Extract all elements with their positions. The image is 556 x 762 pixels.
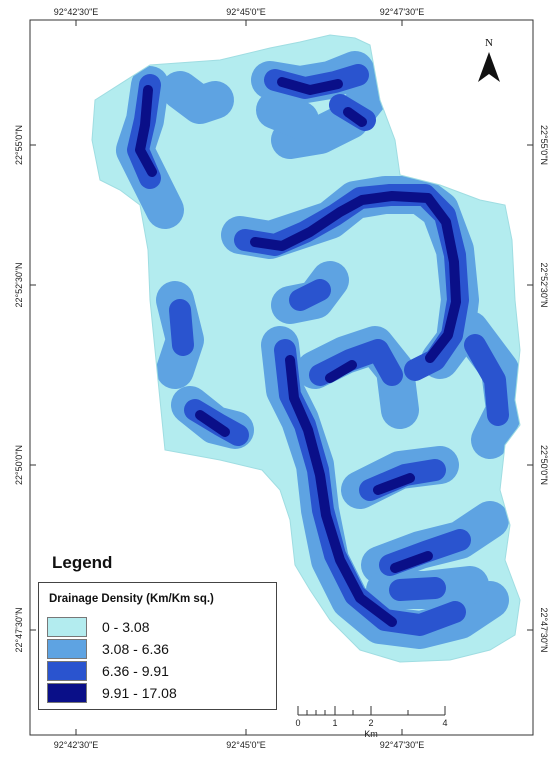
- scale-tick-0: 0: [295, 718, 300, 728]
- coord-bottom-2: 92°45'0"E: [226, 740, 266, 750]
- coord-bottom-1: 92°42'30"E: [54, 740, 99, 750]
- coord-top-1: 92°42'30"E: [54, 7, 99, 17]
- legend-label: 9.91 - 17.08: [102, 685, 177, 701]
- coord-bottom-3: 92°47'30"E: [380, 740, 425, 750]
- scale-tick-1: 1: [332, 718, 337, 728]
- legend-item: 6.36 - 9.91: [47, 661, 272, 683]
- coord-left-2: 22°52'30"N: [14, 262, 24, 307]
- coord-right-4: 22°47'30"N: [539, 607, 549, 652]
- density-class-4: [135, 77, 461, 627]
- legend-label: 3.08 - 6.36: [102, 641, 169, 657]
- legend-item: 9.91 - 17.08: [47, 683, 272, 705]
- legend-swatch: [47, 639, 87, 659]
- coord-right-2: 22°52'30"N: [539, 262, 549, 307]
- coord-left-3: 22°50'0"N: [14, 445, 24, 485]
- scale-bar: 0 1 2 4 Km: [295, 706, 448, 739]
- legend-item: 0 - 3.08: [47, 617, 272, 639]
- coord-right-1: 22°55'0"N: [539, 125, 549, 165]
- coord-left-4: 22°47'30"N: [14, 607, 24, 652]
- legend-swatch: [47, 683, 87, 703]
- scale-tick-4: 4: [442, 718, 447, 728]
- legend-label: 0 - 3.08: [102, 619, 150, 635]
- legend-heading: Drainage Density (Km/Km sq.): [49, 593, 214, 605]
- legend-item: 3.08 - 6.36: [47, 639, 272, 661]
- legend-label: 6.36 - 9.91: [102, 663, 169, 679]
- north-label: N: [485, 37, 493, 49]
- scale-tick-2: 2: [368, 718, 373, 728]
- coord-top-3: 92°47'30"E: [380, 7, 425, 17]
- coord-left-1: 22°55'0"N: [14, 125, 24, 165]
- legend-swatch: [47, 661, 87, 681]
- frame-ticks: [30, 20, 533, 735]
- coord-right-3: 22°50'0"N: [539, 445, 549, 485]
- drainage-density-raster: [91, 34, 521, 663]
- legend-swatch: [47, 617, 87, 637]
- coord-top-2: 92°45'0"E: [226, 7, 266, 17]
- scale-unit: Km: [364, 729, 378, 739]
- legend-box: Drainage Density (Km/Km sq.) 0 - 3.08 3.…: [38, 582, 277, 710]
- north-arrow-icon: N: [478, 37, 500, 82]
- legend-title: Legend: [52, 553, 113, 572]
